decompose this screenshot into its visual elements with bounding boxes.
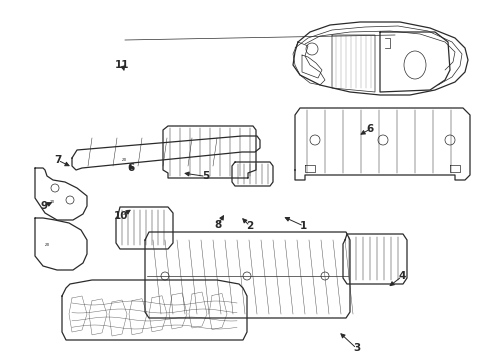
Text: 3: 3 (353, 343, 360, 354)
Text: 2: 2 (246, 221, 253, 231)
Text: 10: 10 (114, 211, 129, 221)
Text: 7: 7 (54, 155, 62, 165)
Text: 6: 6 (128, 163, 135, 174)
Text: 5: 5 (202, 171, 209, 181)
Text: ZII: ZII (50, 200, 55, 204)
Text: 6: 6 (367, 124, 374, 134)
Text: 4: 4 (398, 271, 406, 282)
Text: 9: 9 (41, 201, 48, 211)
Text: 8: 8 (215, 220, 221, 230)
Text: 11: 11 (115, 60, 130, 70)
Text: ZII: ZII (122, 158, 127, 162)
Text: 1: 1 (300, 221, 307, 231)
Text: ZII: ZII (45, 243, 50, 247)
